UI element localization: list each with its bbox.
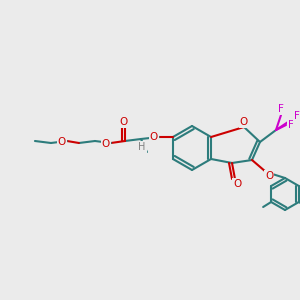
Text: O: O [233, 179, 241, 189]
Text: F: F [278, 104, 284, 114]
Text: F: F [288, 120, 294, 130]
Text: F: F [294, 111, 300, 121]
Text: O: O [265, 171, 273, 181]
Text: O: O [120, 117, 128, 127]
Text: O: O [102, 139, 110, 149]
Text: O: O [240, 117, 248, 127]
Text: O: O [58, 137, 66, 147]
Text: O: O [150, 132, 158, 142]
Text: H: H [138, 142, 146, 152]
